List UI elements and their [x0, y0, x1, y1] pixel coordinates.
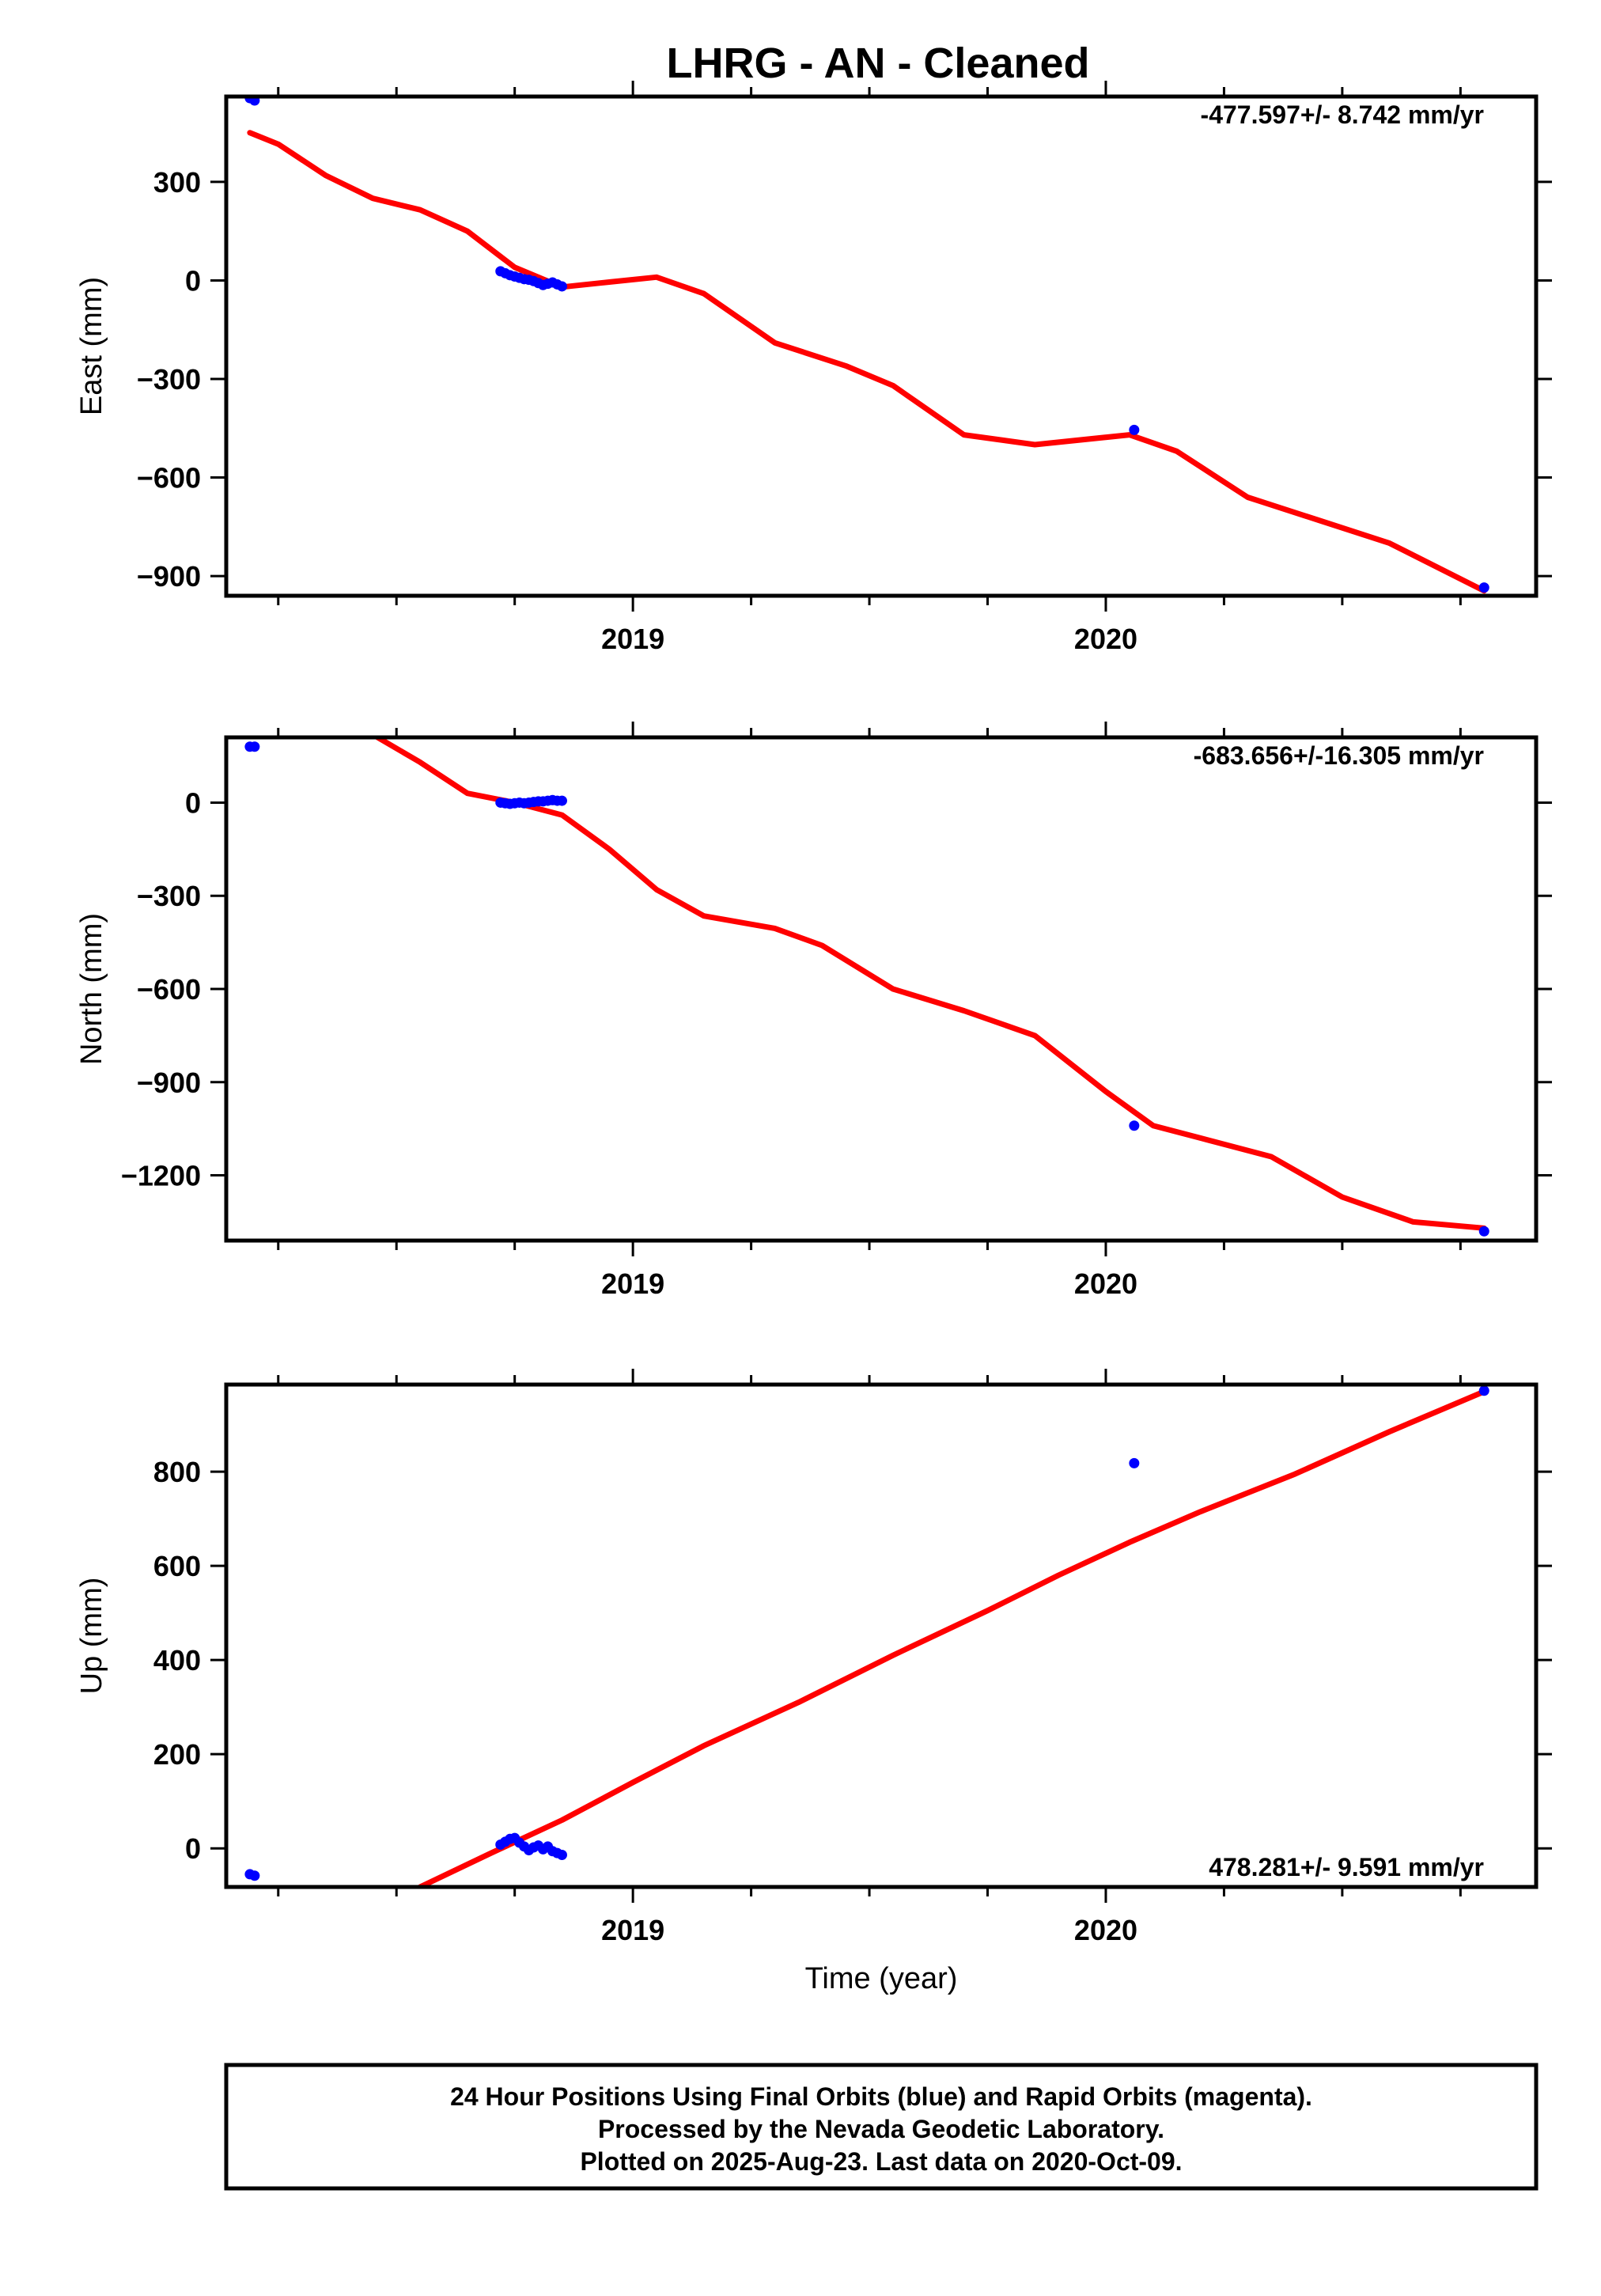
x-tick-label: 2019: [601, 1267, 664, 1300]
panel-2: 2019 2020 −1200 −900 −600 −300 0 North (mm) -683…: [75, 722, 1552, 1300]
model-fit-line: [417, 1389, 1487, 1887]
y-tick-label: 800: [153, 1456, 201, 1488]
data-point: [1129, 1457, 1140, 1468]
footer-line-2: Processed by the Nevada Geodetic Laborat…: [598, 2115, 1164, 2143]
data-point: [1478, 582, 1489, 593]
y-tick-label: −600: [137, 973, 201, 1006]
data-point: [249, 741, 260, 752]
y-tick-label: −1200: [121, 1160, 201, 1192]
footer-box: 24 Hour Positions Using Final Orbits (bl…: [224, 2063, 1539, 2191]
data-point: [1478, 1226, 1489, 1237]
y-axis-label: Up (mm): [75, 1578, 108, 1695]
y-tick-label: 200: [153, 1738, 201, 1771]
y-tick-label: −300: [137, 880, 201, 912]
rate-annotation: -477.597+/- 8.742 mm/yr: [1201, 100, 1484, 129]
panel-1: 2019 2020 −900 −600 −300 0 300 East (mm) -477.59…: [75, 81, 1552, 655]
y-tick-label: −900: [137, 560, 201, 593]
model-fit-line: [374, 737, 1487, 1231]
plot-area: [244, 1385, 1489, 1887]
plot-area: [244, 737, 1489, 1237]
x-axis-label: Time (year): [805, 1962, 958, 1995]
rate-annotation: -683.656+/-16.305 mm/yr: [1194, 741, 1484, 770]
rate-annotation: 478.281+/- 9.591 mm/yr: [1209, 1853, 1484, 1881]
footer-line-1: 24 Hour Positions Using Final Orbits (bl…: [450, 2082, 1312, 2111]
model-fit-line: [247, 130, 1487, 594]
plot-frame: [224, 735, 1539, 1243]
data-point: [1129, 1120, 1140, 1131]
x-tick-label: 2019: [601, 1914, 664, 1946]
x-tick-label: 2020: [1074, 1914, 1137, 1946]
y-tick-label: 0: [185, 1832, 201, 1865]
data-point: [249, 1870, 260, 1881]
x-tick-label: 2019: [601, 623, 664, 655]
x-tick-label: 2020: [1074, 623, 1137, 655]
y-tick-label: −600: [137, 462, 201, 494]
y-tick-label: 300: [153, 166, 201, 199]
y-axis-label: North (mm): [75, 913, 108, 1065]
panels: 2019 2020 −900 −600 −300 0 300 East (mm) -477.59…: [75, 81, 1552, 1995]
data-point: [556, 1850, 567, 1861]
panel-3: 2019 2020 0 200 400 600 800 Up (mm) Time (year) 4…: [75, 1369, 1552, 1995]
y-tick-label: 0: [185, 786, 201, 819]
data-point: [249, 97, 260, 106]
y-tick-label: 0: [185, 264, 201, 297]
footer-line-3: Plotted on 2025-Aug-23. Last data on 202…: [580, 2147, 1182, 2176]
y-tick-label: −900: [137, 1067, 201, 1099]
footer-frame: [224, 2063, 1539, 2191]
x-tick-label: 2020: [1074, 1267, 1137, 1300]
plot-frame: [224, 94, 1539, 598]
plot-area: [244, 97, 1489, 594]
y-tick-label: 400: [153, 1644, 201, 1677]
plot-frame: [224, 1382, 1539, 1889]
y-axis-label: East (mm): [75, 277, 108, 415]
data-point: [556, 281, 567, 292]
data-point: [1478, 1385, 1489, 1396]
y-tick-label: 600: [153, 1550, 201, 1582]
chart-title: LHRG - AN - Cleaned: [666, 40, 1089, 87]
data-point: [556, 795, 567, 806]
y-tick-label: −300: [137, 363, 201, 396]
data-point: [1129, 424, 1140, 435]
